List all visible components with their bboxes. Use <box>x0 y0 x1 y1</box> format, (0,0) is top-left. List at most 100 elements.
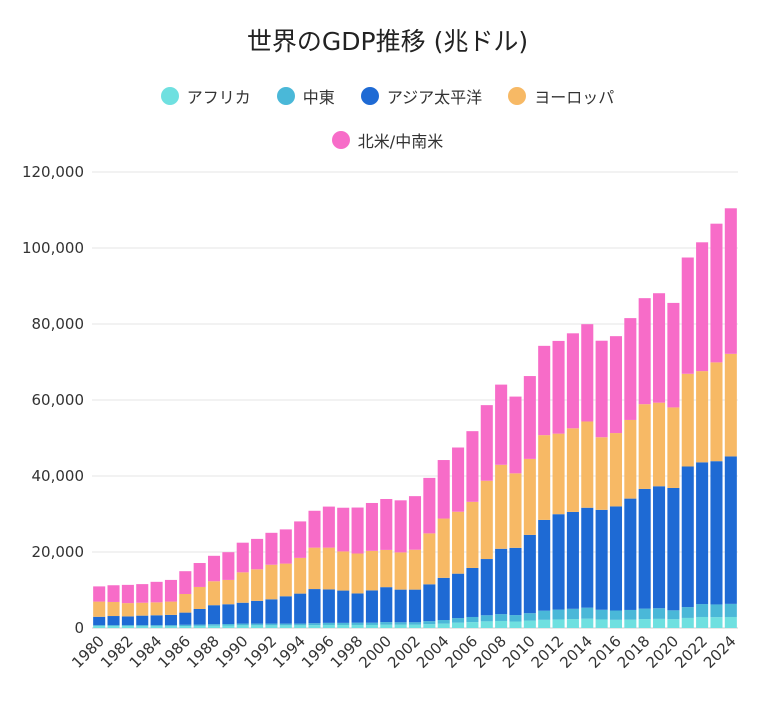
bar-segment[interactable] <box>495 614 508 621</box>
bar-segment[interactable] <box>581 421 594 508</box>
bar-segment[interactable] <box>495 464 508 549</box>
legend-item[interactable]: アフリカ <box>160 84 251 108</box>
bar-segment[interactable] <box>193 586 206 609</box>
bar-segment[interactable] <box>93 586 106 602</box>
bar-segment[interactable] <box>710 362 723 462</box>
bar-segment[interactable] <box>581 607 594 619</box>
bar-segment[interactable] <box>136 625 149 627</box>
bar-segment[interactable] <box>294 625 307 628</box>
bar-segment[interactable] <box>624 498 637 610</box>
bar-segment[interactable] <box>595 609 608 620</box>
bar-segment[interactable] <box>365 622 378 625</box>
bar-segment[interactable] <box>236 623 249 626</box>
bar-segment[interactable] <box>437 518 450 578</box>
bar-segment[interactable] <box>452 573 465 619</box>
bar-segment[interactable] <box>394 552 407 590</box>
bar-segment[interactable] <box>452 622 465 628</box>
bar-segment[interactable] <box>581 507 594 608</box>
bar-segment[interactable] <box>164 614 177 626</box>
bar-segment[interactable] <box>351 507 364 554</box>
bar-segment[interactable] <box>337 590 350 623</box>
bar-segment[interactable] <box>337 624 350 628</box>
legend-item[interactable]: ヨーロッパ <box>508 84 614 108</box>
bar-segment[interactable] <box>351 593 364 623</box>
bar-segment[interactable] <box>667 302 680 408</box>
bar-segment[interactable] <box>93 616 106 626</box>
bar-segment[interactable] <box>279 563 292 597</box>
bar-segment[interactable] <box>150 615 163 626</box>
legend-item[interactable]: 中東 <box>276 84 335 108</box>
bar-segment[interactable] <box>179 626 192 628</box>
bar-segment[interactable] <box>365 502 378 551</box>
bar-segment[interactable] <box>251 625 264 628</box>
bar-segment[interactable] <box>595 509 608 610</box>
bar-segment[interactable] <box>609 506 623 611</box>
bar-segment[interactable] <box>552 340 565 434</box>
bar-segment[interactable] <box>495 620 508 628</box>
bar-segment[interactable] <box>452 447 465 512</box>
bar-segment[interactable] <box>538 345 551 436</box>
bar-segment[interactable] <box>538 435 551 520</box>
bar-segment[interactable] <box>279 623 292 626</box>
bar-segment[interactable] <box>423 584 436 622</box>
bar-segment[interactable] <box>437 577 450 621</box>
bar-segment[interactable] <box>365 590 378 623</box>
bar-segment[interactable] <box>179 624 192 627</box>
bar-segment[interactable] <box>150 626 163 628</box>
bar-segment[interactable] <box>581 324 594 422</box>
bar-segment[interactable] <box>294 623 307 626</box>
bar-segment[interactable] <box>724 456 737 604</box>
bar-segment[interactable] <box>509 396 522 474</box>
bar-segment[interactable] <box>423 621 436 625</box>
bar-segment[interactable] <box>265 599 278 624</box>
bar-segment[interactable] <box>509 547 522 616</box>
bar-segment[interactable] <box>566 608 579 620</box>
bar-segment[interactable] <box>308 589 321 624</box>
bar-segment[interactable] <box>480 621 493 628</box>
bar-segment[interactable] <box>136 584 149 603</box>
bar-segment[interactable] <box>121 626 134 628</box>
bar-segment[interactable] <box>423 624 436 628</box>
bar-segment[interactable] <box>322 506 335 548</box>
bar-segment[interactable] <box>121 616 134 626</box>
bar-segment[interactable] <box>466 431 479 502</box>
bar-segment[interactable] <box>667 407 680 488</box>
bar-segment[interactable] <box>351 624 364 628</box>
bar-segment[interactable] <box>724 616 737 628</box>
bar-segment[interactable] <box>265 625 278 628</box>
bar-segment[interactable] <box>107 585 120 602</box>
bar-segment[interactable] <box>566 333 579 429</box>
bar-segment[interactable] <box>207 625 221 628</box>
bar-segment[interactable] <box>394 622 407 625</box>
bar-segment[interactable] <box>236 542 249 573</box>
bar-segment[interactable] <box>308 625 321 628</box>
bar-segment[interactable] <box>538 610 551 620</box>
bar-segment[interactable] <box>279 596 292 624</box>
bar-segment[interactable] <box>308 623 321 626</box>
bar-segment[interactable] <box>480 405 493 481</box>
bar-segment[interactable] <box>538 519 551 611</box>
bar-segment[interactable] <box>667 619 680 628</box>
bar-segment[interactable] <box>667 610 680 620</box>
bar-segment[interactable] <box>595 437 608 510</box>
bar-segment[interactable] <box>207 624 221 626</box>
bar-segment[interactable] <box>121 603 134 617</box>
bar-segment[interactable] <box>480 559 493 616</box>
bar-segment[interactable] <box>566 511 579 609</box>
bar-segment[interactable] <box>179 593 192 613</box>
bar-segment[interactable] <box>638 298 651 405</box>
bar-segment[interactable] <box>681 607 694 618</box>
bar-segment[interactable] <box>322 622 335 625</box>
bar-segment[interactable] <box>251 600 264 624</box>
bar-segment[interactable] <box>495 384 508 465</box>
bar-segment[interactable] <box>710 617 723 628</box>
bar-segment[interactable] <box>696 242 709 372</box>
bar-segment[interactable] <box>538 619 551 628</box>
bar-segment[interactable] <box>552 514 565 610</box>
bar-segment[interactable] <box>466 567 479 617</box>
bar-segment[interactable] <box>222 579 235 605</box>
bar-segment[interactable] <box>150 602 163 616</box>
bar-segment[interactable] <box>107 626 120 628</box>
bar-segment[interactable] <box>437 460 450 519</box>
bar-segment[interactable] <box>552 609 565 620</box>
